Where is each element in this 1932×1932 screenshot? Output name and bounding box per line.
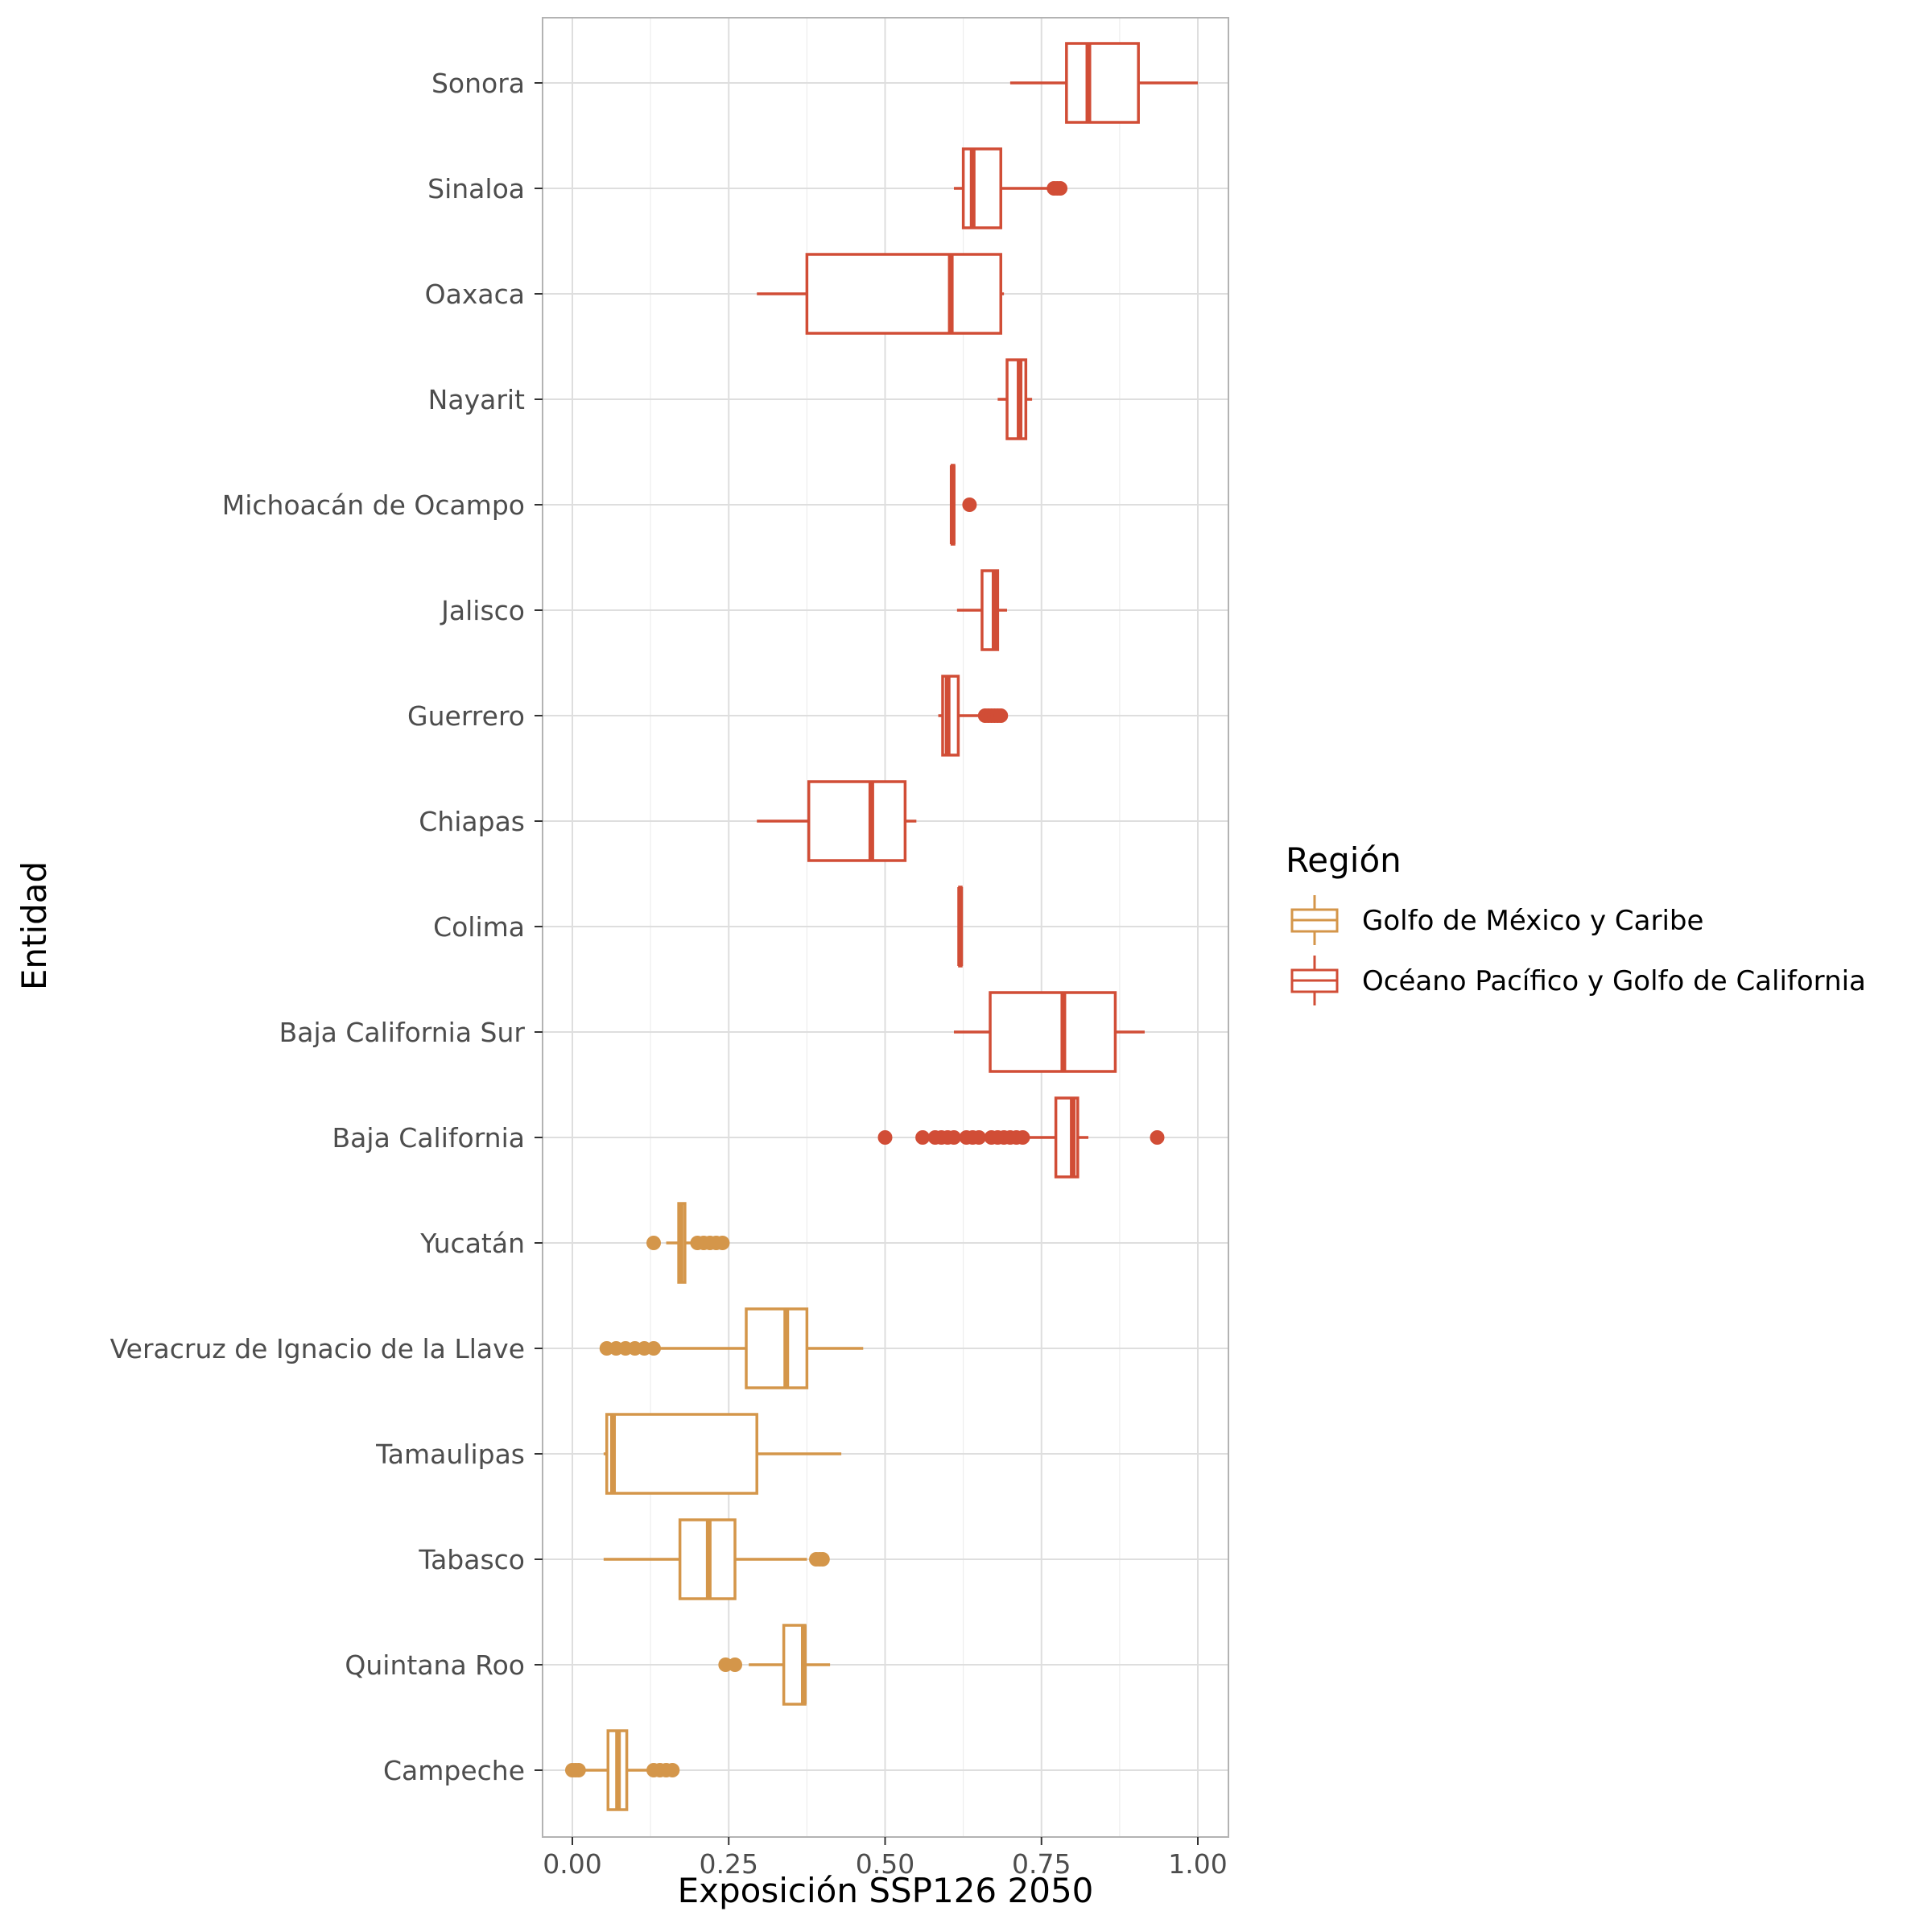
box-jalisco bbox=[956, 569, 1008, 651]
box-veracruz-de-ignacio-de-la-llave bbox=[599, 1307, 864, 1389]
box-sinaloa bbox=[953, 147, 1068, 229]
outlier-point bbox=[571, 1763, 586, 1777]
box-quintana-roo bbox=[718, 1624, 831, 1706]
outlier-point bbox=[815, 1552, 830, 1567]
outlier-point bbox=[915, 1130, 931, 1145]
y-tick-label: Tamaulipas bbox=[375, 1439, 525, 1470]
outlier-point bbox=[946, 1130, 961, 1145]
y-axis-title: Entidad bbox=[14, 861, 54, 990]
y-tick-label: Michoacán de Ocampo bbox=[222, 489, 525, 521]
y-tick-label: Oaxaca bbox=[425, 279, 525, 310]
iqr-box bbox=[1005, 358, 1028, 440]
iqr-box bbox=[605, 1413, 758, 1495]
box-campeche bbox=[565, 1729, 680, 1811]
x-tick-label: 0.25 bbox=[700, 1848, 758, 1880]
y-tick-label: Jalisco bbox=[440, 595, 525, 626]
box-sonora bbox=[1009, 42, 1198, 124]
outlier-point bbox=[1150, 1130, 1165, 1145]
outlier-point bbox=[962, 497, 977, 512]
x-axis-title: Exposición SSP126 2050 bbox=[678, 1871, 1094, 1910]
legend: Región Golfo de México y Caribe Océano P… bbox=[1286, 840, 1866, 1005]
box-tamaulipas bbox=[603, 1413, 842, 1495]
y-tick-label: Colima bbox=[433, 911, 525, 943]
outlier-point bbox=[646, 1341, 662, 1356]
legend-label-golfo: Golfo de México y Caribe bbox=[1362, 905, 1703, 937]
box-baja-california bbox=[877, 1096, 1165, 1179]
iqr-box bbox=[989, 991, 1117, 1073]
iqr-box bbox=[807, 780, 907, 862]
outlier-point bbox=[715, 1236, 730, 1250]
legend-label-pacifico: Océano Pacífico y Golfo de California bbox=[1362, 965, 1866, 997]
x-tick-label: 0.75 bbox=[1012, 1848, 1071, 1880]
box-nayarit bbox=[997, 358, 1033, 440]
x-tick-label: 0.50 bbox=[856, 1848, 914, 1880]
x-tick-label: 0.00 bbox=[543, 1848, 601, 1880]
box-chiapas bbox=[757, 780, 917, 862]
outlier-point bbox=[877, 1130, 893, 1145]
iqr-box bbox=[1065, 42, 1140, 124]
box-michoac-n-de-ocampo bbox=[949, 464, 977, 546]
y-tick-label: Sonora bbox=[431, 68, 525, 99]
y-tick-label: Tabasco bbox=[418, 1544, 525, 1575]
outlier-point bbox=[646, 1236, 662, 1250]
legend-entry-golfo: Golfo de México y Caribe bbox=[1290, 895, 1703, 945]
y-tick-label: Quintana Roo bbox=[345, 1649, 525, 1681]
y-tick-label: Veracruz de Ignacio de la Llave bbox=[110, 1333, 525, 1364]
box-tabasco bbox=[603, 1518, 830, 1600]
y-tick-label: Yucatán bbox=[419, 1228, 525, 1259]
box-colima bbox=[957, 886, 964, 968]
y-tick-label: Guerrero bbox=[407, 700, 525, 732]
box-yucat-n bbox=[646, 1202, 730, 1284]
legend-title: Región bbox=[1286, 840, 1402, 880]
y-tick-label: Baja California bbox=[332, 1122, 525, 1154]
y-tick-label: Baja California Sur bbox=[279, 1017, 526, 1048]
y-axis-ticks: Sonora Sinaloa Oaxaca Nayarit Michoacán de O… bbox=[110, 68, 543, 1786]
outlier-point bbox=[665, 1763, 680, 1777]
outlier-point bbox=[972, 1130, 987, 1145]
y-tick-label: Campeche bbox=[383, 1755, 525, 1786]
y-tick-label: Nayarit bbox=[428, 384, 525, 415]
iqr-box bbox=[961, 147, 1002, 229]
box-baja-california-sur bbox=[953, 991, 1145, 1073]
iqr-box bbox=[805, 253, 1002, 335]
outlier-point bbox=[728, 1657, 743, 1672]
x-tick-label: 1.00 bbox=[1168, 1848, 1227, 1880]
outlier-point bbox=[993, 708, 1009, 723]
box-guerrero bbox=[938, 675, 1009, 757]
box-oaxaca bbox=[757, 253, 1005, 335]
y-tick-label: Sinaloa bbox=[427, 173, 525, 204]
boxes bbox=[565, 42, 1198, 1811]
outlier-point bbox=[1015, 1130, 1030, 1145]
outlier-point bbox=[1053, 181, 1068, 196]
legend-entry-pacifico: Océano Pacífico y Golfo de California bbox=[1290, 956, 1866, 1005]
y-tick-label: Chiapas bbox=[419, 806, 525, 837]
iqr-box bbox=[745, 1307, 809, 1389]
x-axis-ticks: 0.00 0.25 0.50 0.75 1.00 bbox=[543, 1837, 1228, 1880]
